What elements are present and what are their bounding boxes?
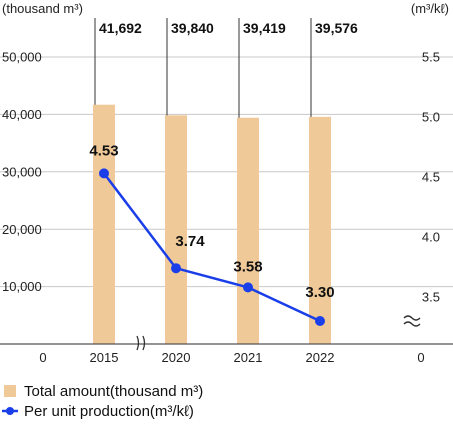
left-zero-label: 0	[39, 350, 46, 365]
bar-value-label: 39,419	[243, 20, 286, 36]
legend: Total amount(thousand m³) Per unit produc…	[2, 383, 203, 420]
right-tick-label: 4.0	[422, 230, 440, 245]
value-leader-lines	[94, 18, 312, 118]
x-tick-label: 2021	[234, 350, 263, 365]
left-tick-label: 20,000	[2, 222, 42, 237]
gridlines	[0, 56, 453, 288]
line-point	[243, 282, 253, 293]
right-tick-label: 4.5	[422, 170, 440, 185]
right-axis-break-mark	[403, 321, 421, 327]
line-point	[99, 168, 109, 179]
x-tick-label: 2022	[306, 350, 335, 365]
left-axis-unit: (thousand m³)	[2, 1, 83, 16]
left-tick-label: 10,000	[2, 279, 42, 294]
right-axis-unit: (m³/kℓ)	[411, 1, 449, 16]
line-value-label: 4.53	[89, 142, 118, 159]
line-point	[315, 316, 325, 326]
axes: 10,000 20,000 30,000 40,000 50,000 3.5 4.0 4.5 5…	[0, 1, 453, 365]
line-value-label: 3.74	[175, 233, 205, 250]
bar-value-label: 41,692	[99, 20, 142, 36]
legend-bar-swatch	[4, 385, 16, 397]
line-series: 4.53 3.74 3.58 3.30	[89, 142, 335, 326]
series-line	[103, 172, 321, 323]
legend-bar-label: Total amount(thousand m³)	[24, 383, 203, 400]
legend-line-marker	[6, 407, 14, 415]
line-point	[171, 263, 181, 274]
legend-line-label: Per unit production(m³/kℓ)	[24, 403, 194, 420]
line-value-label: 3.58	[233, 258, 262, 275]
line-value-label: 3.30	[305, 284, 334, 301]
bar	[309, 116, 331, 344]
x-axis-break-mark	[136, 335, 140, 351]
left-tick-label: 30,000	[2, 164, 42, 179]
bar-value-label: 39,576	[315, 20, 358, 36]
right-zero-label: 0	[417, 350, 424, 365]
right-tick-label: 5.0	[422, 110, 440, 125]
right-tick-label: 3.5	[422, 290, 440, 305]
bar	[93, 104, 115, 344]
right-tick-label: 5.5	[422, 50, 440, 65]
bar	[165, 115, 187, 345]
bar-series	[93, 104, 331, 345]
x-tick-label: 2015	[90, 350, 119, 365]
bar-value-labels: 41,692 39,840 39,419 39,576	[99, 20, 358, 36]
bar	[237, 117, 259, 344]
left-tick-label: 50,000	[2, 50, 42, 65]
x-axis-break-mark	[142, 335, 146, 351]
left-tick-label: 40,000	[2, 107, 42, 122]
right-axis-break-mark	[403, 315, 421, 321]
x-tick-label: 2020	[162, 350, 191, 365]
bar-value-label: 39,840	[171, 20, 214, 36]
